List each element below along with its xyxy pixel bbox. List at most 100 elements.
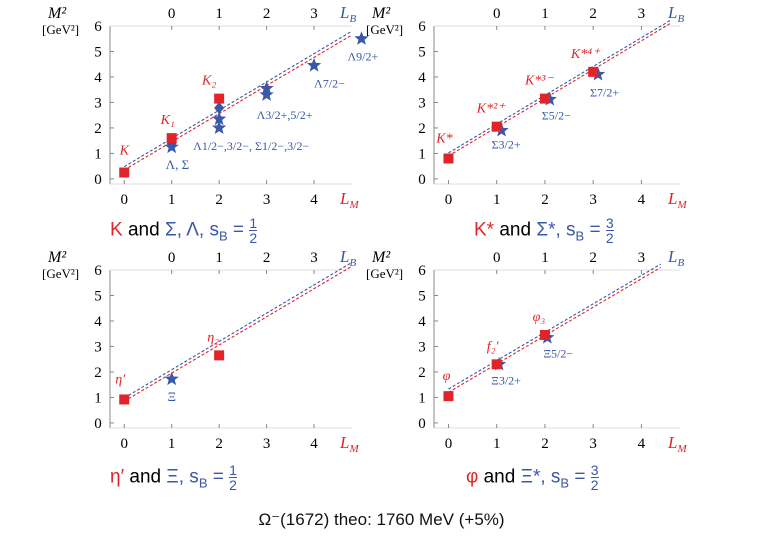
x-tick-label: 0 [120,192,128,208]
x-axis-label-bottom: LM [667,433,687,455]
y-axis-label: M² [47,5,67,22]
y-tick-label: 1 [418,390,426,406]
top-tick-label: 2 [263,250,271,266]
caption-eq: = [574,466,586,488]
meson-square-marker [491,359,502,370]
x-tick-label: 1 [168,436,176,452]
meson-label: K₂ [201,74,216,89]
y-tick-label: 1 [94,146,102,162]
top-tick-label: 3 [638,250,646,266]
x-tick-label: 4 [310,436,318,452]
caption-meson: η′ [110,466,125,488]
y-axis-unit: [GeV²] [42,266,79,281]
baryon-label: Λ9/2+ [347,50,378,64]
baryon-trajectory-line [123,261,353,399]
top-tick-label: 0 [493,250,501,266]
top-tick-label: 1 [541,250,549,266]
meson-label: K₁ [160,113,175,128]
meson-square-marker [214,93,225,104]
caption-fraction: 3 2 [605,215,614,245]
y-tick-label: 6 [94,19,102,35]
x-tick-label: 4 [638,192,646,208]
y-tick-label: 5 [418,44,426,60]
footer-note: Ω⁻(1672) theo: 1760 MeV (+5%) [258,510,505,529]
x-tick-label: 1 [493,436,501,452]
x-tick-label: 0 [445,192,453,208]
x-axis-label-top: LB [339,247,356,269]
x-tick-label: 0 [445,436,453,452]
x-tick-label: 4 [310,192,318,208]
baryon-label: Ξ5/2− [543,347,573,361]
y-tick-label: 2 [94,121,102,137]
x-axis-label-bottom: LM [667,189,687,211]
chart-panel-2: 0 1 2 3 4 5 6 M²[GeV²] 0 1 2 3 4 0 1 2 3 LM LB K* K*²⁺ K*³⁻ K*… [366,3,687,211]
y-axis-label: M² [47,249,67,266]
baryon-label: Λ7/2− [314,77,345,91]
y-axis-unit: [GeV²] [42,22,79,37]
meson-trajectory-line [123,265,353,402]
fraction-numerator: 1 [229,462,237,478]
meson-square-marker [119,167,130,178]
top-tick-label: 2 [589,6,597,22]
x-tick-label: 3 [263,192,271,208]
caption-panel-3: η′ and Ξ, sB = 1 2 [110,463,237,492]
baryon-label: Λ, Σ [166,157,190,172]
meson-trajectory-line [448,266,661,393]
caption-sub: B [560,475,570,491]
meson-square-marker [443,391,454,402]
y-tick-label: 0 [94,172,102,188]
baryon-star-marker [306,58,322,72]
x-tick-label: 2 [215,436,223,452]
top-tick-label: 0 [168,6,176,22]
baryon-label: Σ5/2− [542,108,571,122]
caption-meson: φ [466,466,479,488]
caption-and: and [483,466,516,488]
meson-square-marker [166,133,177,144]
y-axis-label: M² [371,5,391,22]
y-tick-label: 1 [418,146,426,162]
top-tick-label: 1 [215,250,223,266]
y-tick-label: 2 [94,365,102,381]
baryon-trajectory-line [448,263,661,390]
meson-label: η′ [115,372,126,387]
y-axis-unit: [GeV²] [366,266,403,281]
fraction-numerator: 3 [590,462,599,478]
baryon-label: Σ3/2+ [492,137,521,151]
baryon-label: Ξ3/2+ [491,373,521,387]
caption-sub: B [218,228,228,244]
meson-square-marker [443,153,454,164]
meson-label: φ₃ [533,310,546,325]
caption-and: and [499,219,532,241]
caption-eq: = [232,219,245,241]
meson-label: K*³⁻ [524,74,555,89]
y-tick-label: 0 [94,416,102,432]
y-tick-label: 4 [94,70,102,86]
top-tick-label: 0 [168,250,176,266]
y-tick-label: 2 [418,365,426,381]
baryon-trajectory-line [123,30,353,168]
caption-baryon: Ξ, s [166,466,199,488]
x-tick-label: 4 [638,436,646,452]
top-tick-label: 0 [493,6,501,22]
caption-panel-2: K* and Σ*, sB = 3 2 [474,216,614,245]
chart-panel-3: 0 1 2 3 4 5 6 M²[GeV²] 0 1 2 3 4 0 1 2 3 LM LB η′ η₂ Ξ [42,247,359,455]
baryon-star-marker [354,31,369,45]
baryon-star-marker [259,87,274,101]
meson-square-marker [491,121,502,132]
x-tick-label: 2 [541,192,549,208]
baryon-star-marker [164,139,179,154]
y-tick-label: 6 [94,263,102,279]
meson-label: K* [435,132,452,147]
x-tick-label: 1 [168,192,176,208]
caption-panel-1: K and Σ, Λ, sB = 1 2 [110,216,258,245]
fraction-denominator: 2 [590,477,599,493]
meson-square-marker [588,66,599,77]
caption-eq: = [212,466,224,488]
fraction-numerator: 3 [605,215,614,231]
caption-meson: K [110,219,123,241]
x-axis-label-top: LB [667,247,684,269]
y-tick-label: 0 [418,172,426,188]
x-axis-label-top: LB [667,3,684,25]
x-tick-label: 2 [215,192,223,208]
